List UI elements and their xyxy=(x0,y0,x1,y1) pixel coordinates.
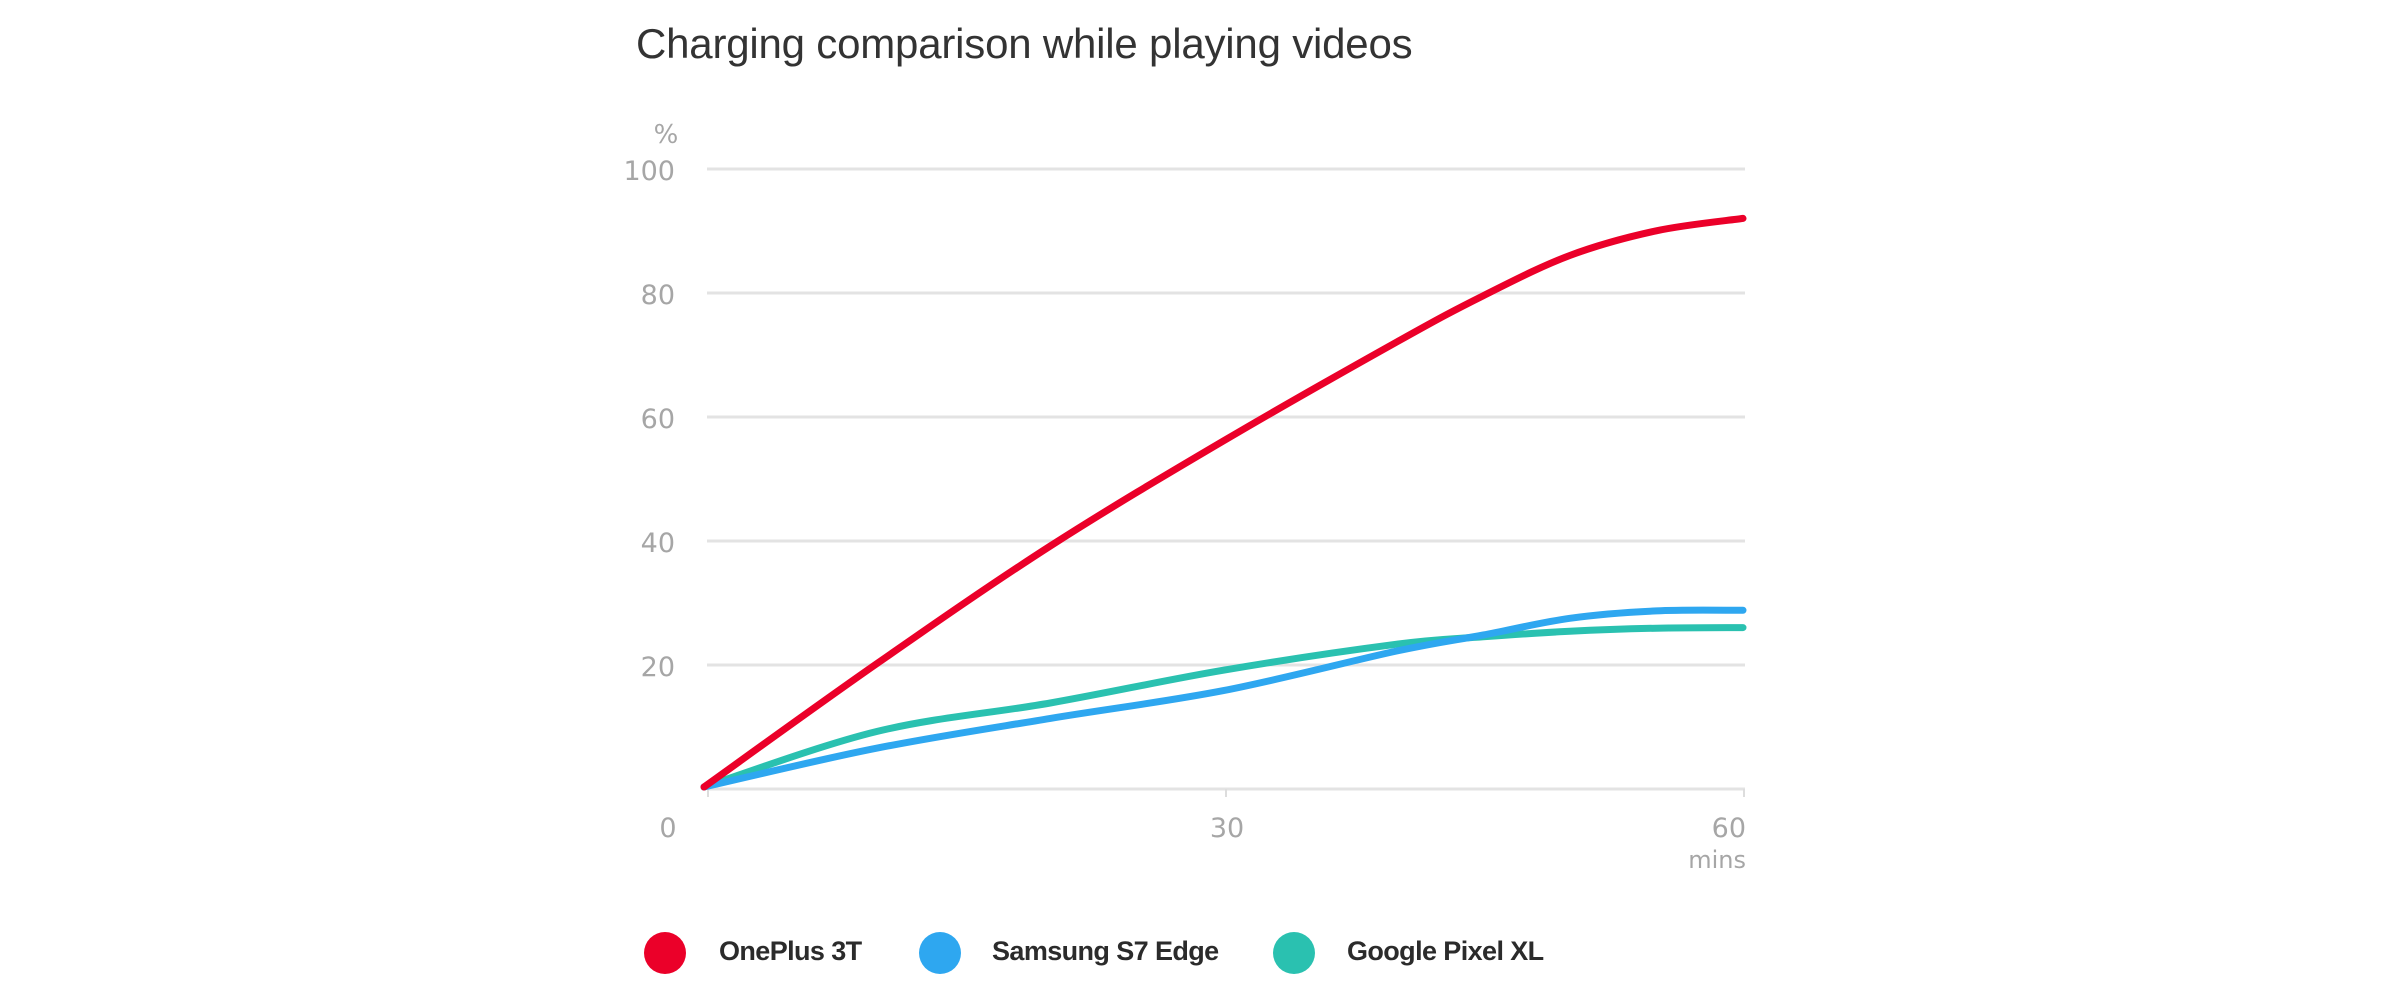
y-label-60: 60 xyxy=(641,404,675,435)
x-label-30: 30 xyxy=(1210,813,1244,844)
legend-item-samsung-s7-edge[interactable] xyxy=(919,932,961,974)
gridlines xyxy=(707,167,1745,797)
y-label-40: 40 xyxy=(641,528,675,559)
x-unit-label: mins xyxy=(1688,846,1746,874)
legend-dot-icon xyxy=(644,932,686,974)
x-label-0: 0 xyxy=(659,813,676,844)
legend-item-google-pixel-xl[interactable] xyxy=(1273,932,1315,974)
legend-dot-icon xyxy=(919,932,961,974)
y-label-80: 80 xyxy=(641,280,675,311)
x-label-60: 60 xyxy=(1712,813,1746,844)
legend-label-samsung-s7-edge: Samsung S7 Edge xyxy=(992,936,1219,966)
series-line-google-pixel-xl xyxy=(700,624,1747,791)
y-label-100: 100 xyxy=(623,156,675,187)
chart-legend: OnePlus 3T Samsung S7 Edge Google Pixel … xyxy=(0,932,2400,974)
series-line-samsung-s7-edge xyxy=(700,606,1747,791)
legend-label-google-pixel-xl: Google Pixel XL xyxy=(1347,936,1544,966)
y-label-20: 20 xyxy=(641,652,675,683)
legend-label-oneplus-3t: OnePlus 3T xyxy=(719,936,862,966)
y-axis-labels: % 100 80 60 40 20 xyxy=(623,120,678,683)
chart-title: Charging comparison while playing videos xyxy=(636,20,1413,67)
legend-dot-icon xyxy=(1273,932,1315,974)
series-lines xyxy=(700,214,1747,791)
x-axis-labels: 0 30 60 mins xyxy=(659,813,1746,874)
legend-item-oneplus-3t[interactable] xyxy=(644,932,686,974)
series-line-oneplus-3t xyxy=(700,214,1747,791)
y-unit-label: % xyxy=(654,120,679,150)
